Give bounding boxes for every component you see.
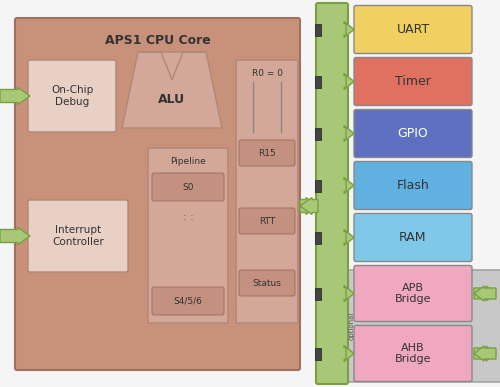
Bar <box>315 75 321 87</box>
Text: optional: optional <box>349 312 355 340</box>
FancyBboxPatch shape <box>236 60 298 323</box>
FancyBboxPatch shape <box>316 3 348 384</box>
FancyArrow shape <box>0 228 30 245</box>
Text: R15: R15 <box>258 149 276 158</box>
Text: R0 = 0: R0 = 0 <box>252 70 282 79</box>
FancyArrow shape <box>344 229 354 245</box>
Text: Timer: Timer <box>395 75 431 88</box>
Text: S0: S0 <box>182 183 194 192</box>
FancyArrow shape <box>300 197 318 214</box>
FancyArrow shape <box>344 346 354 361</box>
FancyBboxPatch shape <box>239 140 295 166</box>
FancyArrow shape <box>474 346 496 361</box>
FancyBboxPatch shape <box>239 208 295 234</box>
Text: UART: UART <box>396 23 430 36</box>
FancyBboxPatch shape <box>152 287 224 315</box>
Text: APS1 CPU Core: APS1 CPU Core <box>104 34 210 46</box>
Text: ALU: ALU <box>158 92 186 106</box>
Bar <box>315 288 321 300</box>
Bar <box>315 180 321 192</box>
Text: : :: : : <box>182 212 194 222</box>
Bar <box>315 127 321 139</box>
Text: Flash: Flash <box>396 179 430 192</box>
FancyArrow shape <box>344 178 354 194</box>
Text: Pipeline: Pipeline <box>170 156 206 166</box>
FancyBboxPatch shape <box>152 173 224 201</box>
FancyArrow shape <box>344 74 354 89</box>
Text: APB
Bridge: APB Bridge <box>395 283 431 304</box>
FancyArrow shape <box>474 286 496 301</box>
FancyBboxPatch shape <box>344 270 500 382</box>
Polygon shape <box>122 52 222 128</box>
FancyBboxPatch shape <box>354 5 472 53</box>
Text: RTT: RTT <box>259 216 275 226</box>
Text: RAM: RAM <box>399 231 427 244</box>
FancyArrow shape <box>344 125 354 142</box>
FancyArrow shape <box>344 286 354 301</box>
FancyBboxPatch shape <box>354 110 472 158</box>
FancyArrow shape <box>0 87 30 104</box>
FancyBboxPatch shape <box>354 325 472 382</box>
Bar <box>315 24 321 36</box>
FancyArrow shape <box>300 197 318 214</box>
FancyBboxPatch shape <box>354 161 472 209</box>
Text: On-Chip
Debug: On-Chip Debug <box>51 85 93 107</box>
FancyArrow shape <box>474 346 496 361</box>
Bar <box>315 231 321 243</box>
FancyBboxPatch shape <box>239 270 295 296</box>
Text: AHB
Bridge: AHB Bridge <box>395 343 431 364</box>
FancyBboxPatch shape <box>28 200 128 272</box>
FancyArrow shape <box>344 22 354 38</box>
FancyBboxPatch shape <box>148 148 228 323</box>
FancyBboxPatch shape <box>354 58 472 106</box>
FancyBboxPatch shape <box>28 60 116 132</box>
Text: Status: Status <box>252 279 282 288</box>
FancyArrow shape <box>474 286 496 301</box>
FancyBboxPatch shape <box>354 214 472 262</box>
Bar <box>315 348 321 360</box>
FancyBboxPatch shape <box>15 18 300 370</box>
Text: GPIO: GPIO <box>398 127 428 140</box>
Text: S4/5/6: S4/5/6 <box>174 296 203 305</box>
FancyBboxPatch shape <box>354 265 472 322</box>
Text: Interrupt
Controller: Interrupt Controller <box>52 225 104 247</box>
